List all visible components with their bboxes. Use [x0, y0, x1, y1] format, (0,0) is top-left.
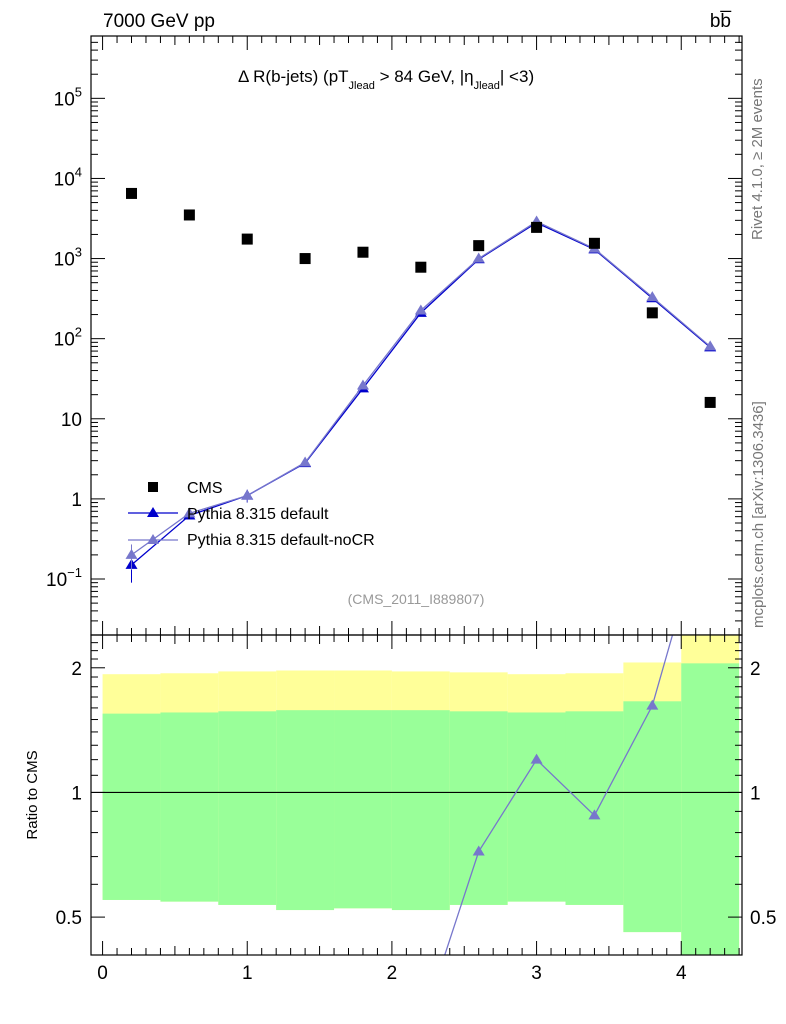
uncertainty-band-inner — [449, 711, 508, 905]
data-point-cms — [357, 246, 369, 258]
y-tick-label: 103 — [54, 245, 82, 271]
data-point-nocr — [125, 548, 138, 559]
y-tick-label: 10−1 — [46, 565, 82, 591]
x-tick-label: 3 — [531, 963, 542, 984]
uncertainty-band-inner — [507, 712, 566, 902]
data-point-nocr — [356, 379, 369, 390]
ratio-plot-area — [91, 635, 742, 955]
ratio-point — [646, 699, 659, 710]
y-tick-label: 102 — [54, 325, 82, 351]
ratio-line — [444, 635, 674, 955]
y-tick-label: 105 — [54, 84, 82, 110]
ratio-panel: 0.5 0.5 1 1 2 2 0 1 2 3 4 Ratio to CMS — [24, 634, 776, 984]
uncertainty-band-inner — [623, 701, 682, 933]
uncertainty-band-inner — [391, 710, 450, 911]
data-point-nocr — [299, 456, 312, 467]
data-point-nocr — [414, 304, 427, 315]
data-point-nocr — [646, 291, 659, 302]
ratio-y-tick-label: 2 — [71, 659, 82, 680]
uncertainty-band-inner — [218, 711, 277, 905]
data-point-nocr — [241, 489, 254, 500]
ratio-y-tick-label: 1 — [71, 783, 82, 804]
data-point-nocr — [472, 252, 485, 263]
analysis-id: (CMS_2011_I889807) — [348, 591, 485, 607]
data-point-cms — [588, 237, 600, 249]
y-tick-label: 1 — [71, 490, 82, 511]
uncertainty-band-inner — [681, 663, 740, 955]
x-tick-label: 2 — [387, 963, 398, 984]
uncertainty-band-inner — [102, 713, 161, 900]
data-point-nocr — [704, 340, 717, 351]
data-point-cms — [646, 307, 658, 319]
data-point-cms — [473, 240, 485, 252]
legend-label-cms: CMS — [187, 480, 223, 497]
ratio-ylabel: Ratio to CMS — [24, 750, 41, 839]
legend-label-default: Pythia 8.315 default — [187, 506, 329, 523]
legend-marker-cms — [148, 482, 158, 492]
ratio-y-tick-label-right: 2 — [750, 659, 761, 680]
data-point-cms — [126, 187, 138, 199]
collision-label: 7000 GeV pp — [103, 11, 215, 32]
data-point-cms — [183, 209, 195, 221]
x-tick-label: 1 — [242, 963, 253, 984]
rivet-label: Rivet 4.1.0, ≥ 2M events — [749, 78, 766, 240]
process-label: bb̅ — [710, 11, 732, 32]
data-point-cms — [531, 221, 543, 233]
y-tick-label: 10 — [61, 410, 82, 431]
uncertainty-band-inner — [565, 711, 624, 905]
legend-marker-nocr — [147, 534, 159, 544]
ratio-point — [530, 753, 543, 764]
plot-title: Δ R(b-jets) (pTJlead > 84 GeV, |ηJlead| … — [238, 67, 534, 92]
main-panel: 10−1 1 10 102 103 104 105 Δ R(b-jets) (pTJlead… — [46, 35, 743, 636]
ratio-y-tick-label-right: 0.5 — [750, 908, 776, 929]
ratio-point — [588, 809, 601, 820]
y-tick-label: 104 — [54, 164, 82, 190]
x-tick-label: 4 — [676, 963, 687, 984]
main-plot-area — [125, 187, 717, 583]
legend: CMS Pythia 8.315 default Pythia 8.315 de… — [128, 480, 375, 549]
ratio-point — [472, 845, 485, 856]
mcplots-label: mcplots.cern.ch [arXiv:1306.3436] — [750, 401, 767, 628]
x-tick-label: 0 — [97, 963, 108, 984]
ratio-y-tick-label: 0.5 — [56, 908, 82, 929]
data-point-cms — [704, 396, 716, 408]
ratio-axis-ticks: 0.5 0.5 1 1 2 2 0 1 2 3 4 — [56, 634, 776, 984]
data-point-cms — [241, 233, 253, 245]
uncertainty-band-inner — [334, 710, 392, 909]
legend-marker-default — [147, 507, 159, 517]
uncertainty-band-inner — [276, 710, 335, 911]
data-point-cms — [415, 261, 427, 273]
main-axis-ticks: 10−1 1 10 102 103 104 105 — [46, 35, 742, 636]
ratio-y-tick-label-right: 1 — [750, 783, 761, 804]
uncertainty-band-inner — [160, 712, 219, 902]
data-point-cms — [299, 253, 311, 265]
legend-label-nocr: Pythia 8.315 default-noCR — [187, 532, 375, 549]
ratio-frame — [90, 634, 743, 956]
data-point-nocr — [183, 507, 196, 518]
